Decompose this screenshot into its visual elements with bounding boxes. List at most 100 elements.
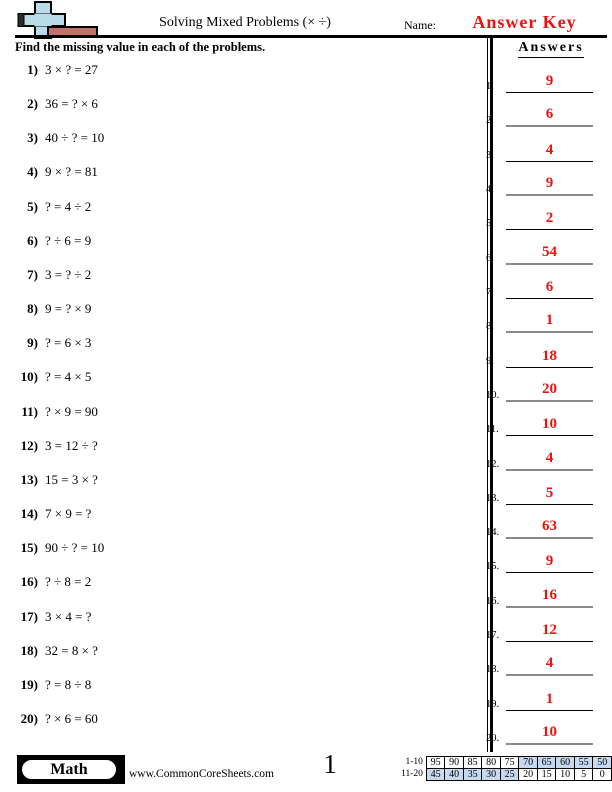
answer-value: 18 — [542, 348, 557, 364]
answers-column-divider — [487, 38, 493, 752]
answer-row: 17. 12 — [486, 616, 596, 642]
answer-line: 12 — [506, 615, 593, 642]
grade-cell: 30 — [481, 768, 501, 781]
problem-row: 18) 32 = 8 × ? — [0, 642, 480, 660]
answer-row: 3. 4 — [486, 136, 596, 162]
problem-row: 14) 7 × 9 = ? — [0, 505, 480, 523]
grade-cell: 95 — [425, 756, 446, 769]
problem-number: 7) — [27, 267, 38, 282]
instruction-text: Find the missing value in each of the pr… — [15, 40, 266, 54]
answer-value: 6 — [545, 279, 554, 295]
answer-number: 11. — [486, 424, 499, 435]
answer-row: 7. 6 — [486, 273, 596, 299]
answer-value: 4 — [545, 142, 554, 158]
answer-row: 10. 20 — [486, 376, 596, 402]
answer-value: 54 — [542, 244, 557, 260]
problem-equation: 9 × ? = 81 — [45, 164, 98, 179]
problem-row: 6) ? ÷ 6 = 9 — [0, 232, 480, 250]
answer-line: 4 — [506, 648, 593, 676]
answer-value: 9 — [545, 73, 554, 89]
answer-value: 1 — [545, 691, 554, 707]
answer-line: 2 — [506, 203, 593, 230]
problem-number: 6) — [27, 233, 38, 248]
problem-equation: 3 × ? = 27 — [45, 62, 98, 77]
problem-row: 15) 90 ÷ ? = 10 — [0, 539, 480, 557]
answer-value: 9 — [545, 175, 554, 191]
answers-heading: Answers — [498, 38, 604, 58]
problem-row: 19) ? = 8 ÷ 8 — [0, 676, 480, 694]
grade-cell: 45 — [425, 768, 446, 781]
grade-cell: 60 — [555, 756, 575, 769]
answer-number: 17. — [486, 630, 500, 641]
plus-minus-logo-icon — [17, 1, 98, 39]
answer-value: 10 — [542, 724, 557, 740]
answer-line: 6 — [506, 272, 593, 299]
problem-equation: ? = 6 × 3 — [45, 335, 92, 350]
answer-row: 5. 2 — [486, 204, 596, 230]
answer-number: 12. — [486, 459, 500, 470]
answer-value: 12 — [542, 622, 557, 638]
answer-line: 20 — [506, 374, 593, 402]
grade-cell: 55 — [573, 756, 594, 769]
problem-number: 13) — [20, 472, 38, 487]
answer-row: 1. 9 — [486, 67, 596, 93]
answer-line: 1 — [506, 684, 593, 711]
answer-row: 15. 9 — [486, 547, 596, 573]
problem-number: 20) — [20, 711, 38, 726]
answer-value: 63 — [542, 518, 557, 534]
answer-number: 20. — [486, 733, 500, 744]
answer-number: 16. — [486, 596, 500, 607]
answer-value: 1 — [545, 312, 554, 328]
grade-range-label: 1-10 — [405, 757, 423, 767]
answer-row: 13. 5 — [486, 479, 596, 505]
problem-row: 12) 3 = 12 ÷ ? — [0, 437, 480, 455]
grade-cell: 15 — [536, 768, 557, 781]
grade-cell: 0 — [592, 768, 612, 781]
problem-row: 8) 9 = ? × 9 — [0, 300, 480, 318]
name-label: Name: — [404, 18, 436, 32]
answer-number: 7. — [486, 287, 494, 298]
answer-row: 18. 4 — [486, 650, 596, 676]
answer-line: 6 — [506, 99, 593, 127]
problem-equation: 3 × 4 = ? — [45, 609, 92, 624]
problem-number: 17) — [20, 609, 38, 624]
answer-line: 54 — [506, 237, 593, 265]
answer-number: 1. — [486, 81, 494, 92]
answer-number: 8. — [486, 321, 494, 332]
problem-number: 16) — [20, 574, 38, 589]
problem-row: 13) 15 = 3 × ? — [0, 471, 480, 489]
answer-number: 14. — [486, 527, 500, 538]
problem-number: 19) — [20, 677, 38, 692]
website-text: www.CommonCoreSheets.com — [129, 768, 274, 780]
answer-value: 6 — [545, 106, 554, 122]
answer-line: 10 — [506, 717, 593, 745]
problem-row: 10) ? = 4 × 5 — [0, 368, 480, 386]
answer-line: 63 — [506, 511, 593, 539]
grade-cell: 65 — [536, 756, 557, 769]
problem-number: 12) — [20, 438, 38, 453]
answer-row: 6. 54 — [486, 239, 596, 265]
problem-row: 2) 36 = ? × 6 — [0, 95, 480, 113]
answer-number: 19. — [486, 699, 500, 710]
problem-number: 11) — [21, 404, 38, 419]
problem-number: 2) — [27, 96, 38, 111]
problem-row: 1) 3 × ? = 27 — [0, 61, 480, 79]
grade-cell: 80 — [481, 756, 501, 769]
grade-cell: 5 — [573, 768, 594, 781]
problem-row: 11) ? × 9 = 90 — [0, 403, 480, 421]
answer-line: 9 — [506, 66, 593, 93]
answer-row: 2. 6 — [486, 101, 596, 127]
problem-row: 3) 40 ÷ ? = 10 — [0, 129, 480, 147]
problem-row: 17) 3 × 4 = ? — [0, 608, 480, 626]
problem-number: 4) — [27, 164, 38, 179]
answer-number: 2. — [486, 115, 494, 126]
answer-line: 10 — [506, 409, 593, 436]
grade-cell: 35 — [462, 768, 483, 781]
answer-value: 4 — [545, 655, 554, 671]
problem-number: 15) — [20, 540, 38, 555]
answer-value: 10 — [542, 416, 557, 432]
answer-row: 12. 4 — [486, 445, 596, 471]
problem-equation: 3 = 12 ÷ ? — [45, 438, 98, 453]
problem-equation: ? ÷ 8 = 2 — [45, 574, 92, 589]
